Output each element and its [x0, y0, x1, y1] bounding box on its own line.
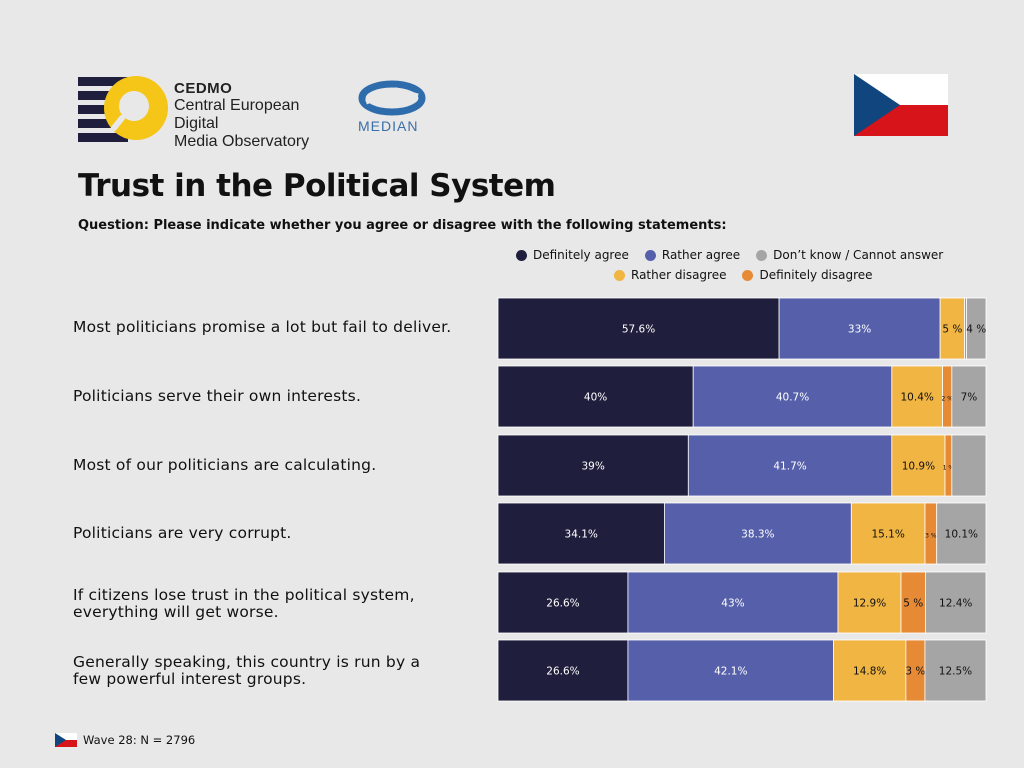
- bar-label-definitely-disagree-row-5: 5 %: [903, 598, 923, 610]
- legend-dot-rather-agree: [644, 249, 656, 261]
- legend-item-definitely-disagree: Definitely disagree: [742, 268, 873, 282]
- bar-label-rather-agree-row-1: 33%: [848, 324, 871, 336]
- bar-rather-agree-row-6: [627, 639, 834, 702]
- bar-rather-agree-row-5: [627, 571, 839, 634]
- bar-definitely-agree-row-4: [497, 502, 665, 565]
- legend-label-definitely-agree: Definitely agree: [533, 248, 629, 262]
- bar-label-rather-disagree-row-4: 15.1%: [871, 529, 904, 541]
- legend-label-definitely-disagree: Definitely disagree: [759, 268, 873, 282]
- legend-row-2: Rather disagree Definitely disagree: [614, 268, 873, 282]
- legend-label-rather-agree: Rather agree: [661, 248, 741, 262]
- cedmo-logo: CEDMO Central European Digital Media Obs…: [78, 74, 348, 150]
- page-title: Trust in the Political System: [78, 168, 556, 204]
- cedmo-logo-mark: [78, 76, 168, 142]
- wave-info: Wave 28: N = 2796: [83, 733, 196, 747]
- legend-item-rather-agree: Rather agree: [644, 248, 741, 262]
- legend-dot-dont-know: [756, 249, 768, 261]
- bar-label-rather-agree-row-6: 42.1%: [714, 666, 747, 678]
- czech-flag-small-icon: [55, 733, 77, 747]
- czech-flag-icon: [854, 74, 948, 136]
- bar-label-definitely-agree-row-2: 40%: [584, 392, 607, 404]
- legend-row-1: Definitely agree Rather agree Don’t know…: [516, 248, 943, 262]
- cedmo-line1: Central European Digital: [174, 97, 300, 132]
- row-label-5: If citizens lose trust in the political …: [73, 586, 415, 621]
- bar-label-rather-disagree-row-5: 12.9%: [853, 598, 886, 610]
- bar-label-dont-know-row-6: 12.5%: [939, 666, 972, 678]
- bar-definitely-agree-row-1: [497, 297, 780, 360]
- bar-label-definitely-disagree-row-3: 1 %: [943, 465, 955, 472]
- bar-dont-know-row-2: [951, 365, 987, 428]
- bar-rather-agree-row-2: [692, 365, 893, 428]
- bar-dont-know-row-6: [924, 639, 987, 702]
- bar-label-definitely-disagree-row-6: 3 %: [905, 666, 925, 678]
- bar-dont-know-row-4: [936, 502, 987, 565]
- cedmo-name: CEDMO: [174, 80, 233, 97]
- bar-label-definitely-agree-row-3: 39%: [581, 461, 604, 473]
- row-label-3: Most of our politicians are calculating.: [73, 456, 377, 474]
- bar-label-rather-disagree-row-1: 5 %: [942, 324, 962, 336]
- median-logo-icon: [358, 80, 426, 116]
- bar-definitely-agree-row-3: [497, 434, 689, 497]
- bar-rather-disagree-row-2: [891, 365, 943, 428]
- bar-dont-know-row-3: [951, 434, 987, 497]
- legend-label-dont-know: Don’t know / Cannot answer: [773, 248, 944, 262]
- bar-dont-know-row-1: [966, 297, 987, 360]
- row-label-6: Generally speaking, this country is run …: [73, 653, 421, 688]
- bar-label-definitely-agree-row-4: 34.1%: [565, 529, 598, 541]
- bar-rather-disagree-row-1: [939, 297, 965, 360]
- bar-rather-disagree-row-4: [850, 502, 926, 565]
- bar-label-rather-agree-row-2: 40.7%: [776, 392, 809, 404]
- bar-dont-know-row-5: [925, 571, 987, 634]
- bar-label-definitely-disagree-row-4: 3 %: [925, 533, 937, 540]
- bar-label-dont-know-row-5: 12.4%: [939, 598, 972, 610]
- legend-dot-definitely-agree: [516, 249, 527, 261]
- bar-rather-agree-row-1: [778, 297, 941, 360]
- bar-label-rather-agree-row-3: 41.7%: [773, 461, 806, 473]
- bar-label-definitely-agree-row-5: 26.6%: [546, 598, 579, 610]
- bar-rather-agree-row-4: [664, 502, 852, 565]
- legend-dot-definitely-disagree: [742, 269, 754, 281]
- median-name: MEDIAN: [358, 118, 419, 134]
- bar-definitely-agree-row-2: [497, 365, 694, 428]
- bar-definitely-disagree-row-5: [900, 571, 926, 634]
- legend-item-definitely-agree: Definitely agree: [516, 248, 629, 262]
- cedmo-line2: Media Observatory: [174, 133, 310, 150]
- bar-label-dont-know-row-4: 10.1%: [945, 529, 978, 541]
- bar-label-dont-know-row-2: 7%: [961, 392, 978, 404]
- legend-item-rather-disagree: Rather disagree: [614, 268, 726, 282]
- bar-definitely-agree-row-5: [497, 571, 629, 634]
- bar-label-rather-agree-row-4: 38.3%: [741, 529, 774, 541]
- bar-rather-disagree-row-3: [891, 434, 946, 497]
- bar-label-rather-disagree-row-2: 10.4%: [901, 392, 934, 404]
- bar-label-rather-disagree-row-6: 14.8%: [853, 666, 886, 678]
- bar-rather-agree-row-3: [687, 434, 893, 497]
- bar-label-definitely-agree-row-1: 57.6%: [622, 324, 655, 336]
- row-label-4: Politicians are very corrupt.: [73, 524, 292, 542]
- row-label-2: Politicians serve their own interests.: [73, 387, 362, 405]
- bar-label-definitely-disagree-row-2: 2 %: [941, 396, 953, 403]
- bar-label-definitely-agree-row-6: 26.6%: [546, 666, 579, 678]
- bar-label-rather-agree-row-5: 43%: [721, 598, 744, 610]
- row-label-1: Most politicians promise a lot but fail …: [73, 318, 452, 336]
- bar-label-dont-know-row-1: 4 %: [966, 324, 986, 336]
- legend-dot-rather-disagree: [614, 269, 625, 281]
- bar-label-rather-disagree-row-3: 10.9%: [902, 461, 935, 473]
- legend-label-rather-disagree: Rather disagree: [631, 268, 727, 282]
- bar-rather-disagree-row-5: [837, 571, 902, 634]
- question-text: Question: Please indicate whether you ag…: [78, 218, 727, 233]
- legend-item-dont-know: Don’t know / Cannot answer: [756, 248, 943, 262]
- footer: Wave 28: N = 2796: [55, 733, 195, 747]
